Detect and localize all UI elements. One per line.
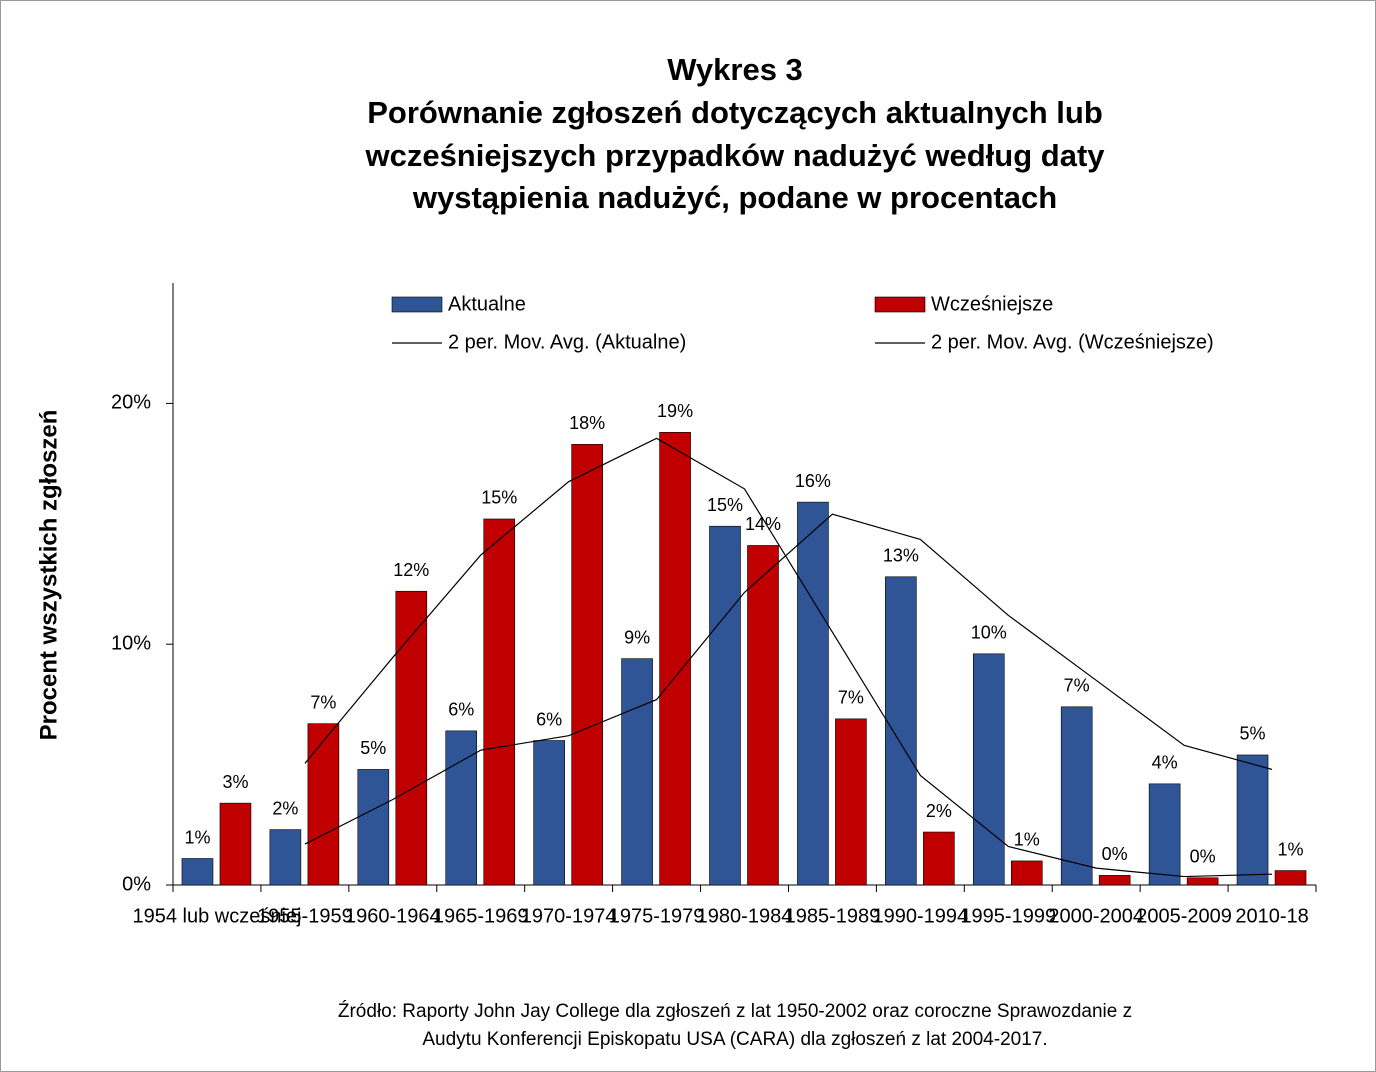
- data-label: 16%: [795, 471, 831, 491]
- data-label: 5%: [360, 738, 386, 758]
- title: Wykres 3 Porównanie zgłoszeń dotyczących…: [364, 52, 1105, 215]
- bar: [1098, 875, 1131, 886]
- x-tick-label: 1970-1974: [521, 905, 617, 927]
- data-label: 1%: [1278, 839, 1304, 859]
- data-label: 19%: [657, 401, 693, 421]
- data-label: 2%: [926, 801, 952, 821]
- bar: [571, 444, 603, 886]
- data-label: 9%: [624, 627, 650, 647]
- bar: [659, 431, 691, 886]
- x-tick-label: 1985-1989: [785, 905, 881, 927]
- data-label: 13%: [883, 546, 919, 566]
- bar: [1060, 706, 1093, 886]
- bar: [483, 518, 516, 886]
- x-tick-label: 1990-1994: [873, 905, 969, 927]
- bar: [972, 653, 1005, 886]
- x-tick-label: 2000-2004: [1048, 905, 1144, 927]
- data-label: 10%: [971, 623, 1007, 643]
- data-label: 6%: [536, 709, 562, 729]
- data-label: 15%: [707, 495, 743, 515]
- legend-label: Wcześniejsze: [931, 293, 1053, 315]
- bar: [1274, 870, 1307, 886]
- bar: [357, 769, 390, 886]
- x-tick-label: 1975-1979: [609, 905, 705, 927]
- x-tick-label: 2005-2009: [1136, 905, 1232, 927]
- bar: [181, 858, 214, 886]
- bar: [1010, 860, 1043, 886]
- source: Źródło: Raporty John Jay College dla zgł…: [338, 1001, 1132, 1022]
- data-label: 7%: [838, 688, 864, 708]
- bar: [1236, 754, 1269, 886]
- bar: [395, 590, 428, 886]
- x-tick-label: 1965-1969: [433, 905, 529, 927]
- bar: [1186, 877, 1219, 886]
- data-label: 12%: [393, 560, 429, 580]
- bar: [219, 802, 252, 886]
- bar: [747, 545, 779, 886]
- data-label: 14%: [745, 514, 781, 534]
- legend-label: 2 per. Mov. Avg. (Aktualne): [448, 331, 686, 353]
- bar: [533, 740, 565, 886]
- data-label: 7%: [310, 692, 336, 712]
- data-label: 2%: [272, 798, 298, 818]
- data-label: 0%: [1190, 847, 1216, 867]
- data-label: 7%: [1064, 676, 1090, 696]
- data-label: 5%: [1240, 724, 1266, 744]
- legend-swatch: [874, 296, 926, 313]
- bar: [1148, 783, 1181, 886]
- title-line: wcześniejszych przypadków nadużyć według…: [364, 138, 1105, 173]
- data-label: 15%: [481, 488, 517, 508]
- legend-swatch: [391, 296, 443, 313]
- bar: [797, 501, 829, 886]
- bar: [923, 831, 955, 886]
- title-line: Wykres 3: [667, 52, 803, 87]
- bar: [835, 718, 867, 886]
- y-tick-label: 0%: [122, 873, 151, 895]
- x-tick-label: 1955-1959: [257, 905, 353, 927]
- x-tick-label: 1954 lub wcześniej: [132, 905, 301, 927]
- title-line: wystąpienia nadużyć, podane w procentach: [412, 180, 1057, 215]
- bar: [621, 658, 653, 886]
- data-label: 6%: [448, 700, 474, 720]
- legend-label: 2 per. Mov. Avg. (Wcześniejsze): [931, 331, 1214, 353]
- trendline: [304, 513, 1273, 845]
- bar: [885, 576, 917, 886]
- title-line: Porównanie zgłoszeń dotyczących aktualny…: [367, 95, 1103, 130]
- bar: [269, 829, 302, 886]
- x-tick-label: 2010-18: [1235, 905, 1308, 927]
- data-label: 1%: [1014, 830, 1040, 850]
- bar: [445, 730, 478, 886]
- legend-label: Aktualne: [448, 293, 526, 315]
- x-tick-label: 1960-1964: [345, 905, 441, 927]
- y-tick-label: 20%: [111, 392, 151, 414]
- data-label: 3%: [222, 772, 248, 792]
- bar: [307, 723, 340, 886]
- x-tick-label: 1995-1999: [960, 905, 1056, 927]
- data-label: 1%: [184, 827, 210, 847]
- data-label: 18%: [569, 413, 605, 433]
- source: Audytu Konferencji Episkopatu USA (CARA)…: [422, 1029, 1047, 1050]
- data-label: 4%: [1152, 753, 1178, 773]
- data-label: 0%: [1102, 844, 1128, 864]
- bar: [709, 525, 741, 886]
- y-tick-label: 10%: [111, 632, 151, 654]
- y-axis-label: Procent wszystkich zgłoszeń: [35, 410, 62, 741]
- x-tick-label: 1980-1984: [697, 905, 793, 927]
- trendline: [304, 437, 1273, 878]
